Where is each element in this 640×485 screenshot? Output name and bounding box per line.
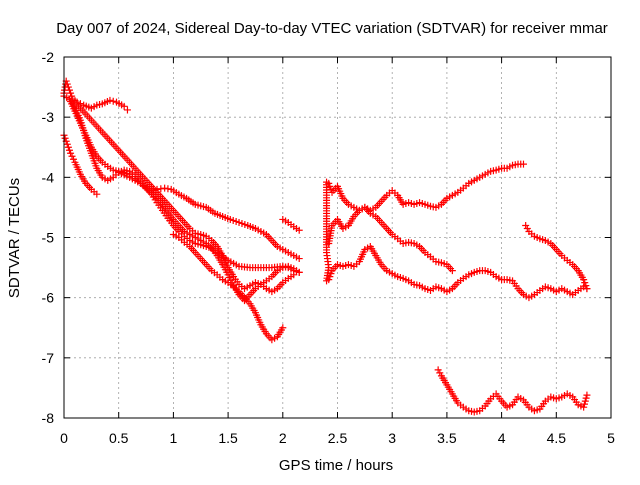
data-point [580, 276, 588, 284]
x-tick-label: 2.5 [328, 430, 348, 446]
data-point [580, 403, 588, 411]
data-point [523, 224, 531, 232]
data-point [434, 366, 442, 374]
data-point [61, 134, 69, 142]
y-tick-label: -6 [42, 290, 55, 306]
grid [64, 57, 611, 418]
data-point [582, 394, 590, 402]
y-tick-label: -5 [42, 230, 55, 246]
data-point [120, 102, 128, 110]
x-tick-label: 4 [498, 430, 506, 446]
y-tick-label: -2 [42, 49, 55, 65]
series-track-13 [434, 366, 591, 416]
data-point [67, 149, 75, 157]
x-tick-label: 1 [170, 430, 178, 446]
data-point [583, 285, 591, 293]
data-point [448, 267, 456, 275]
x-tick-label: 3.5 [437, 430, 457, 446]
data-point [161, 184, 169, 192]
data-point [519, 160, 527, 168]
data-point [164, 185, 172, 193]
data-point [581, 397, 589, 405]
data-point [109, 97, 117, 105]
series-track-8 [279, 215, 303, 234]
data-point [93, 190, 101, 198]
y-axis-label: SDTVAR / TECUs [6, 178, 23, 298]
y-tick-label: -7 [42, 350, 55, 366]
data-point [157, 185, 165, 193]
data-point [65, 146, 73, 154]
data-point [64, 143, 72, 151]
data-point [580, 400, 588, 408]
series-track-14 [323, 178, 333, 285]
x-tick-label: 0 [60, 430, 68, 446]
y-tick-label: -3 [42, 109, 55, 125]
data-point [583, 391, 591, 399]
x-tick-label: 4.5 [547, 430, 567, 446]
data-point [68, 152, 76, 160]
data-point [65, 86, 73, 94]
data-point [522, 221, 530, 229]
data-point [295, 268, 303, 276]
data-point [326, 182, 334, 190]
data-point [279, 324, 287, 332]
chart-title: Day 007 of 2024, Sidereal Day-to-day VTE… [56, 20, 608, 37]
x-tick-label: 5 [607, 430, 615, 446]
series-track-10 [325, 203, 456, 275]
data-point [295, 255, 303, 263]
y-tick-label: -8 [42, 410, 55, 426]
series-track-3 [60, 131, 101, 198]
data-points [60, 77, 591, 416]
x-tick-label: 2 [279, 430, 287, 446]
series-track-12 [522, 221, 591, 293]
data-point [64, 83, 72, 91]
data-point [123, 106, 131, 114]
y-tick-label: -4 [42, 169, 55, 185]
x-tick-label: 1.5 [218, 430, 238, 446]
data-point [69, 155, 77, 163]
data-point [581, 279, 589, 287]
series-track-7 [169, 230, 287, 344]
data-point [63, 80, 71, 88]
x-axis-label: GPS time / hours [279, 457, 393, 474]
data-point [295, 226, 303, 234]
data-point [582, 282, 590, 290]
tick-labels: 0 0.5 1 1.5 2 2.5 3 3.5 4 4.5 5 -2 -3 -4 -5 -6 -7 -8 [42, 49, 616, 446]
series-track-6 [115, 169, 303, 276]
data-point [436, 369, 444, 377]
x-tick-label: 3 [388, 430, 396, 446]
x-tick-label: 0.5 [109, 430, 129, 446]
data-point [63, 140, 71, 148]
data-point [323, 277, 331, 285]
data-point [106, 96, 114, 104]
series-track-11 [325, 243, 591, 302]
data-point [67, 89, 75, 97]
